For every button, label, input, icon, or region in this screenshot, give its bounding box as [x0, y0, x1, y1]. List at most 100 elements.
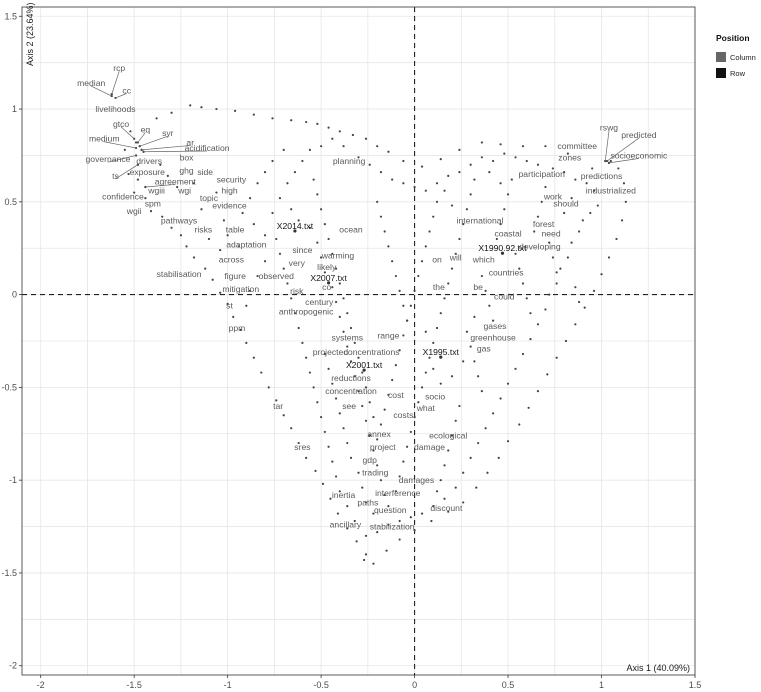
- column-point: [432, 215, 435, 218]
- column-point: [430, 519, 433, 523]
- column-point: [592, 189, 596, 192]
- column-point: [219, 248, 222, 252]
- column-point: [331, 286, 334, 289]
- legend-key-row: [716, 68, 726, 78]
- column-point: [563, 171, 566, 174]
- column-point: [447, 174, 450, 177]
- column-point: [144, 197, 147, 200]
- column-point: [320, 256, 323, 259]
- column-point: [219, 291, 222, 294]
- column-label: predicted: [621, 130, 657, 140]
- column-point: [546, 373, 549, 376]
- column-label: concentration: [325, 386, 377, 396]
- column-label: acidification: [185, 143, 230, 153]
- column-point: [480, 141, 483, 144]
- column-label: ts: [112, 171, 119, 181]
- column-point: [256, 274, 259, 278]
- column-label: high: [221, 186, 237, 196]
- column-label: trading: [362, 468, 388, 478]
- column-point: [263, 234, 267, 237]
- column-point: [506, 440, 510, 443]
- x-tick-label: 1: [599, 680, 604, 690]
- column-point: [398, 475, 401, 478]
- column-point: [439, 158, 442, 161]
- column-point: [316, 122, 319, 125]
- legend: Position Column Row: [716, 33, 760, 81]
- column-point: [544, 145, 547, 148]
- column-point: [372, 512, 375, 515]
- column-label: since: [292, 245, 312, 255]
- column-point: [564, 339, 568, 343]
- column-point: [176, 185, 179, 189]
- column-point: [372, 562, 375, 565]
- column-point: [432, 367, 435, 370]
- column-point: [263, 260, 267, 263]
- column-point: [323, 271, 326, 274]
- column-point: [320, 415, 323, 419]
- column-point: [555, 282, 558, 285]
- column-point: [327, 445, 330, 448]
- column-point: [469, 456, 472, 459]
- column-label: socioeconomic: [610, 150, 668, 160]
- column-point: [548, 293, 551, 296]
- column-point: [329, 497, 332, 500]
- column-point: [226, 302, 229, 305]
- column-point: [282, 414, 285, 417]
- column-label: rcp: [113, 63, 125, 73]
- column-point: [166, 174, 169, 177]
- column-label: countries: [489, 267, 524, 277]
- column-point: [320, 208, 323, 211]
- column-label: livelihoods: [95, 104, 135, 114]
- legend-label-column: Column: [730, 52, 756, 62]
- column-point: [312, 386, 315, 389]
- column-point: [346, 441, 349, 445]
- leader-line: [120, 126, 135, 140]
- column-point: [432, 341, 435, 344]
- column-point: [559, 267, 562, 270]
- row-label: X1990.92.txt: [478, 243, 527, 253]
- column-point: [514, 367, 517, 370]
- column-point: [499, 223, 502, 226]
- column-label: industrialized: [586, 186, 636, 196]
- column-point: [357, 471, 360, 474]
- column-point: [282, 267, 285, 270]
- y-tick-label: -1: [9, 475, 17, 485]
- row-point: [362, 368, 366, 372]
- column-point: [346, 505, 349, 508]
- column-point: [544, 185, 547, 189]
- column-point: [256, 182, 259, 185]
- column-point: [413, 289, 416, 292]
- column-point: [252, 113, 255, 116]
- row-label: X2001.txt: [346, 360, 383, 370]
- column-point: [607, 256, 611, 259]
- column-point: [357, 356, 360, 359]
- column-label: medium: [89, 134, 120, 144]
- column-point: [286, 282, 289, 285]
- column-label: st: [226, 301, 233, 311]
- column-point: [477, 375, 480, 378]
- column-point: [477, 441, 480, 445]
- column-label: question: [374, 505, 407, 515]
- column-label: topic: [200, 193, 219, 203]
- column-point: [314, 469, 317, 472]
- column-point: [469, 345, 472, 348]
- column-point: [123, 148, 126, 151]
- column-point: [215, 107, 218, 111]
- column-point: [241, 211, 244, 215]
- column-label: the: [433, 282, 445, 292]
- column-point: [334, 300, 338, 304]
- column-point: [248, 197, 252, 200]
- column-point: [469, 193, 472, 196]
- column-point: [334, 475, 338, 478]
- column-point: [533, 230, 536, 233]
- column-label: international: [457, 215, 504, 225]
- column-point: [417, 401, 420, 404]
- column-point: [372, 415, 375, 419]
- row-points: X1990.92.txt X1995.txt X2001.txt X2007.txt X…: [277, 221, 527, 372]
- legend-item-column: Column: [716, 49, 760, 65]
- row-point: [439, 355, 443, 359]
- column-point: [357, 390, 360, 393]
- column-point: [308, 371, 311, 374]
- column-point: [267, 386, 270, 389]
- column-point: [555, 271, 558, 274]
